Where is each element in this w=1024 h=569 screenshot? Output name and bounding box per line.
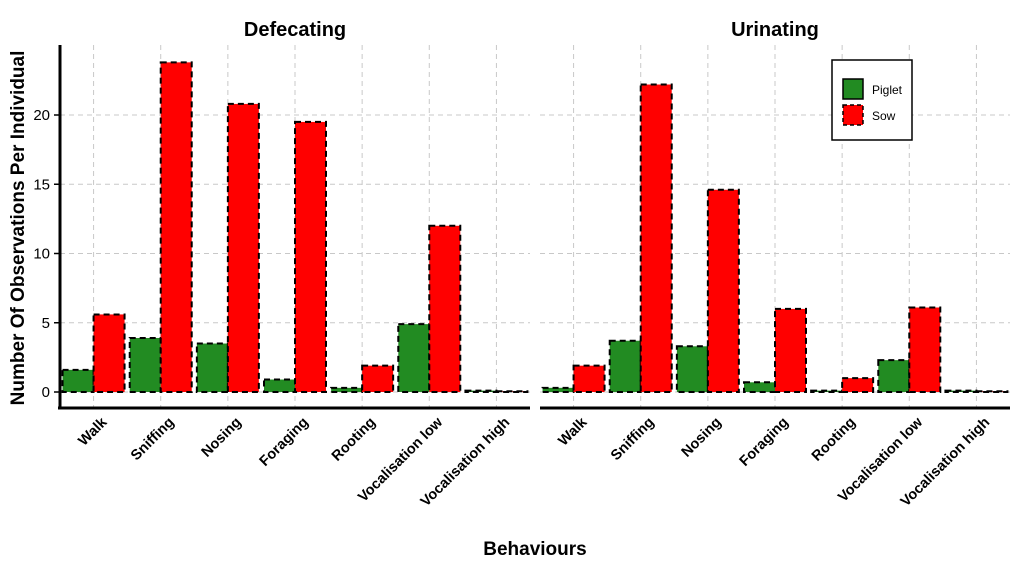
bar-piglet-walk — [541, 386, 575, 394]
x-tick-label: Nosing — [199, 415, 245, 461]
x-tick-label: Sniffing — [128, 415, 177, 464]
panel-title: Urinating — [731, 19, 819, 41]
bar-piglet-nosing — [675, 345, 709, 394]
x-tick-label: Walk — [76, 414, 112, 450]
bar-piglet-vocalisation-high — [944, 389, 978, 393]
y-tick-label: 15 — [33, 176, 50, 193]
bar-sow-vocalisation-low — [908, 306, 942, 394]
bar-sow-vocalisation-low — [428, 224, 462, 393]
bar-piglet-vocalisation-low — [877, 359, 911, 393]
bar-sow-nosing — [226, 102, 260, 393]
bar-piglet-sniffing — [128, 336, 162, 393]
bar-sow-foraging — [774, 307, 807, 393]
y-tick-label: 0 — [42, 384, 50, 401]
bar-piglet-vocalisation-high — [464, 389, 498, 393]
legend-label-sow: Sow — [872, 109, 896, 123]
y-tick-label: 20 — [33, 107, 50, 124]
bar-piglet-vocalisation-low — [397, 323, 431, 394]
legend-label-piglet: Piglet — [872, 83, 903, 97]
bar-piglet-sniffing — [608, 339, 642, 394]
bar-sow-nosing — [706, 188, 740, 393]
y-axis: 0 5 10 15 20 — [33, 45, 62, 410]
bar-sow-rooting — [361, 364, 395, 393]
bar-piglet-walk — [61, 368, 95, 393]
x-tick-label: Foraging — [257, 415, 312, 470]
legend: Piglet Sow — [831, 59, 913, 141]
bar-sow-vocalisation-high — [495, 390, 529, 393]
bar-sow-sniffing — [159, 61, 193, 394]
y-tick-label: 10 — [33, 246, 50, 263]
bar-sow-rooting — [841, 377, 875, 393]
bar-sow-sniffing — [639, 83, 673, 393]
bar-piglet-nosing — [195, 342, 229, 393]
x-tick-label: Rooting — [809, 415, 859, 465]
legend-key-piglet — [842, 78, 864, 100]
bar-piglet-foraging — [743, 381, 776, 393]
y-tick-label: 5 — [42, 315, 50, 332]
x-tick-label: Walk — [556, 414, 592, 450]
x-axis-title: Behaviours — [483, 539, 586, 560]
x-tick-label: Sniffing — [608, 415, 657, 464]
x-tick-label: Rooting — [329, 415, 379, 465]
y-axis-title: Number Of Observations Per Individual — [8, 51, 29, 406]
legend-box — [831, 59, 913, 141]
x-tick-label: Foraging — [737, 415, 792, 470]
bar-sow-vocalisation-high — [975, 390, 1009, 393]
bar-sow-walk — [572, 364, 606, 393]
bar-sow-walk — [92, 313, 126, 393]
panel-urinating: Walk Sniffing Nosing Foraging RootingVocalis… — [540, 19, 1010, 510]
legend-key-sow — [842, 104, 864, 126]
x-tick-label: Nosing — [679, 415, 725, 461]
panel-title: Defecating — [244, 19, 346, 41]
bar-piglet-rooting — [330, 386, 364, 394]
bar-piglet-rooting — [810, 389, 844, 393]
bar-sow-foraging — [294, 120, 327, 394]
panel-defecating: Walk Sniffing Nosing Foraging RootingVocalis… — [58, 19, 530, 510]
bar-piglet-foraging — [263, 378, 296, 394]
